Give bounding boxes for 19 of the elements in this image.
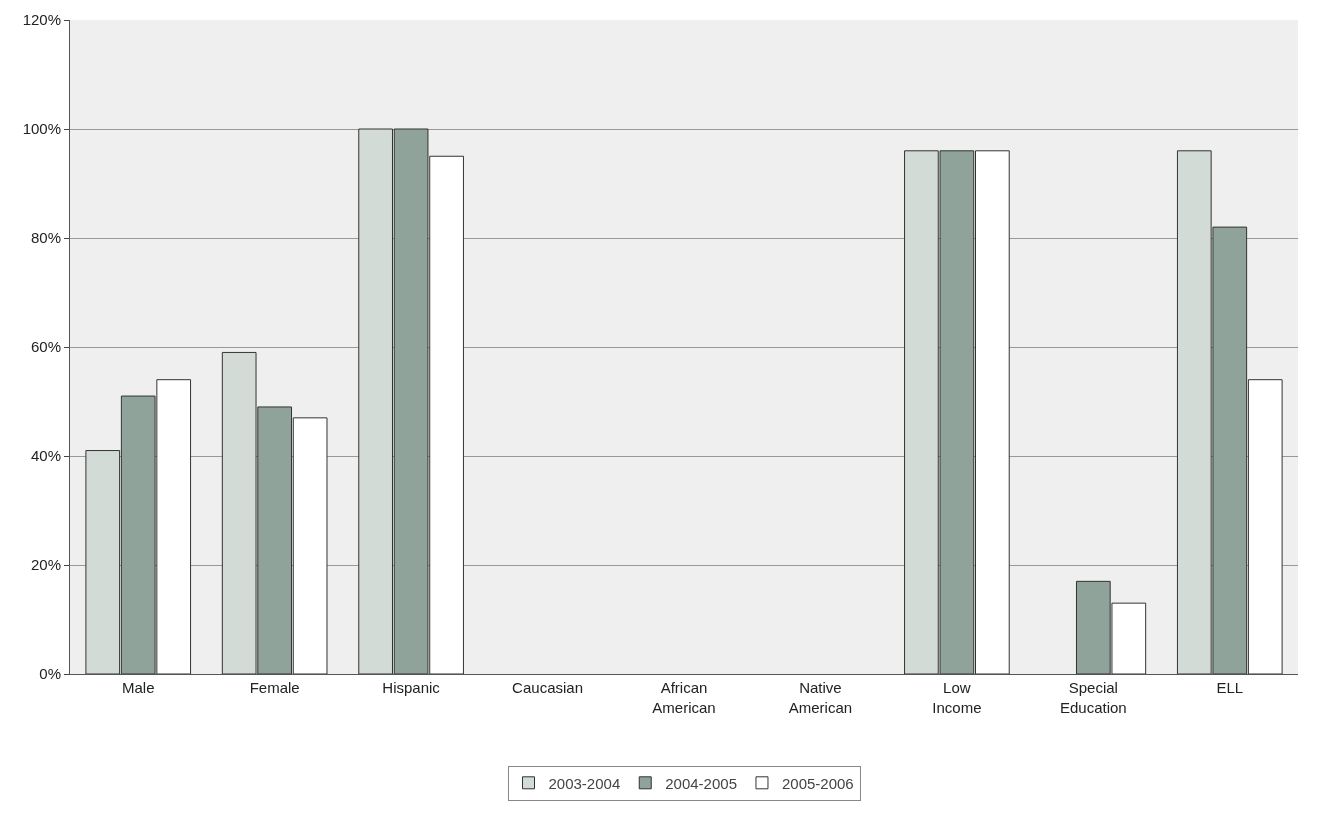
x-tick-label: Male [121, 679, 155, 696]
legend-label: 2005-2006 [781, 774, 854, 792]
y-tick-label: 20% [30, 556, 61, 574]
x-tick-label: Native American [788, 679, 853, 716]
x-tick-label: Special Education [1059, 679, 1127, 716]
x-tick-label: Hispanic [382, 679, 441, 696]
y-tick-label: 60% [30, 338, 61, 356]
y-tick-label: 40% [30, 447, 61, 465]
y-tick-label: 0% [39, 665, 61, 683]
x-tick-label: Low Income [932, 679, 982, 716]
y-tick-label: 120% [22, 11, 61, 29]
y-tick-label: 80% [30, 229, 61, 247]
x-tick-label: ELL [1216, 679, 1244, 696]
x-tick-label: Female [249, 679, 300, 696]
y-tick-label: 100% [22, 120, 61, 138]
x-tick-label: African American [652, 679, 716, 716]
x-tick-label: Caucasian [512, 679, 584, 696]
legend-label: 2004-2005 [665, 774, 737, 792]
legend-label: 2003-2004 [548, 774, 621, 792]
